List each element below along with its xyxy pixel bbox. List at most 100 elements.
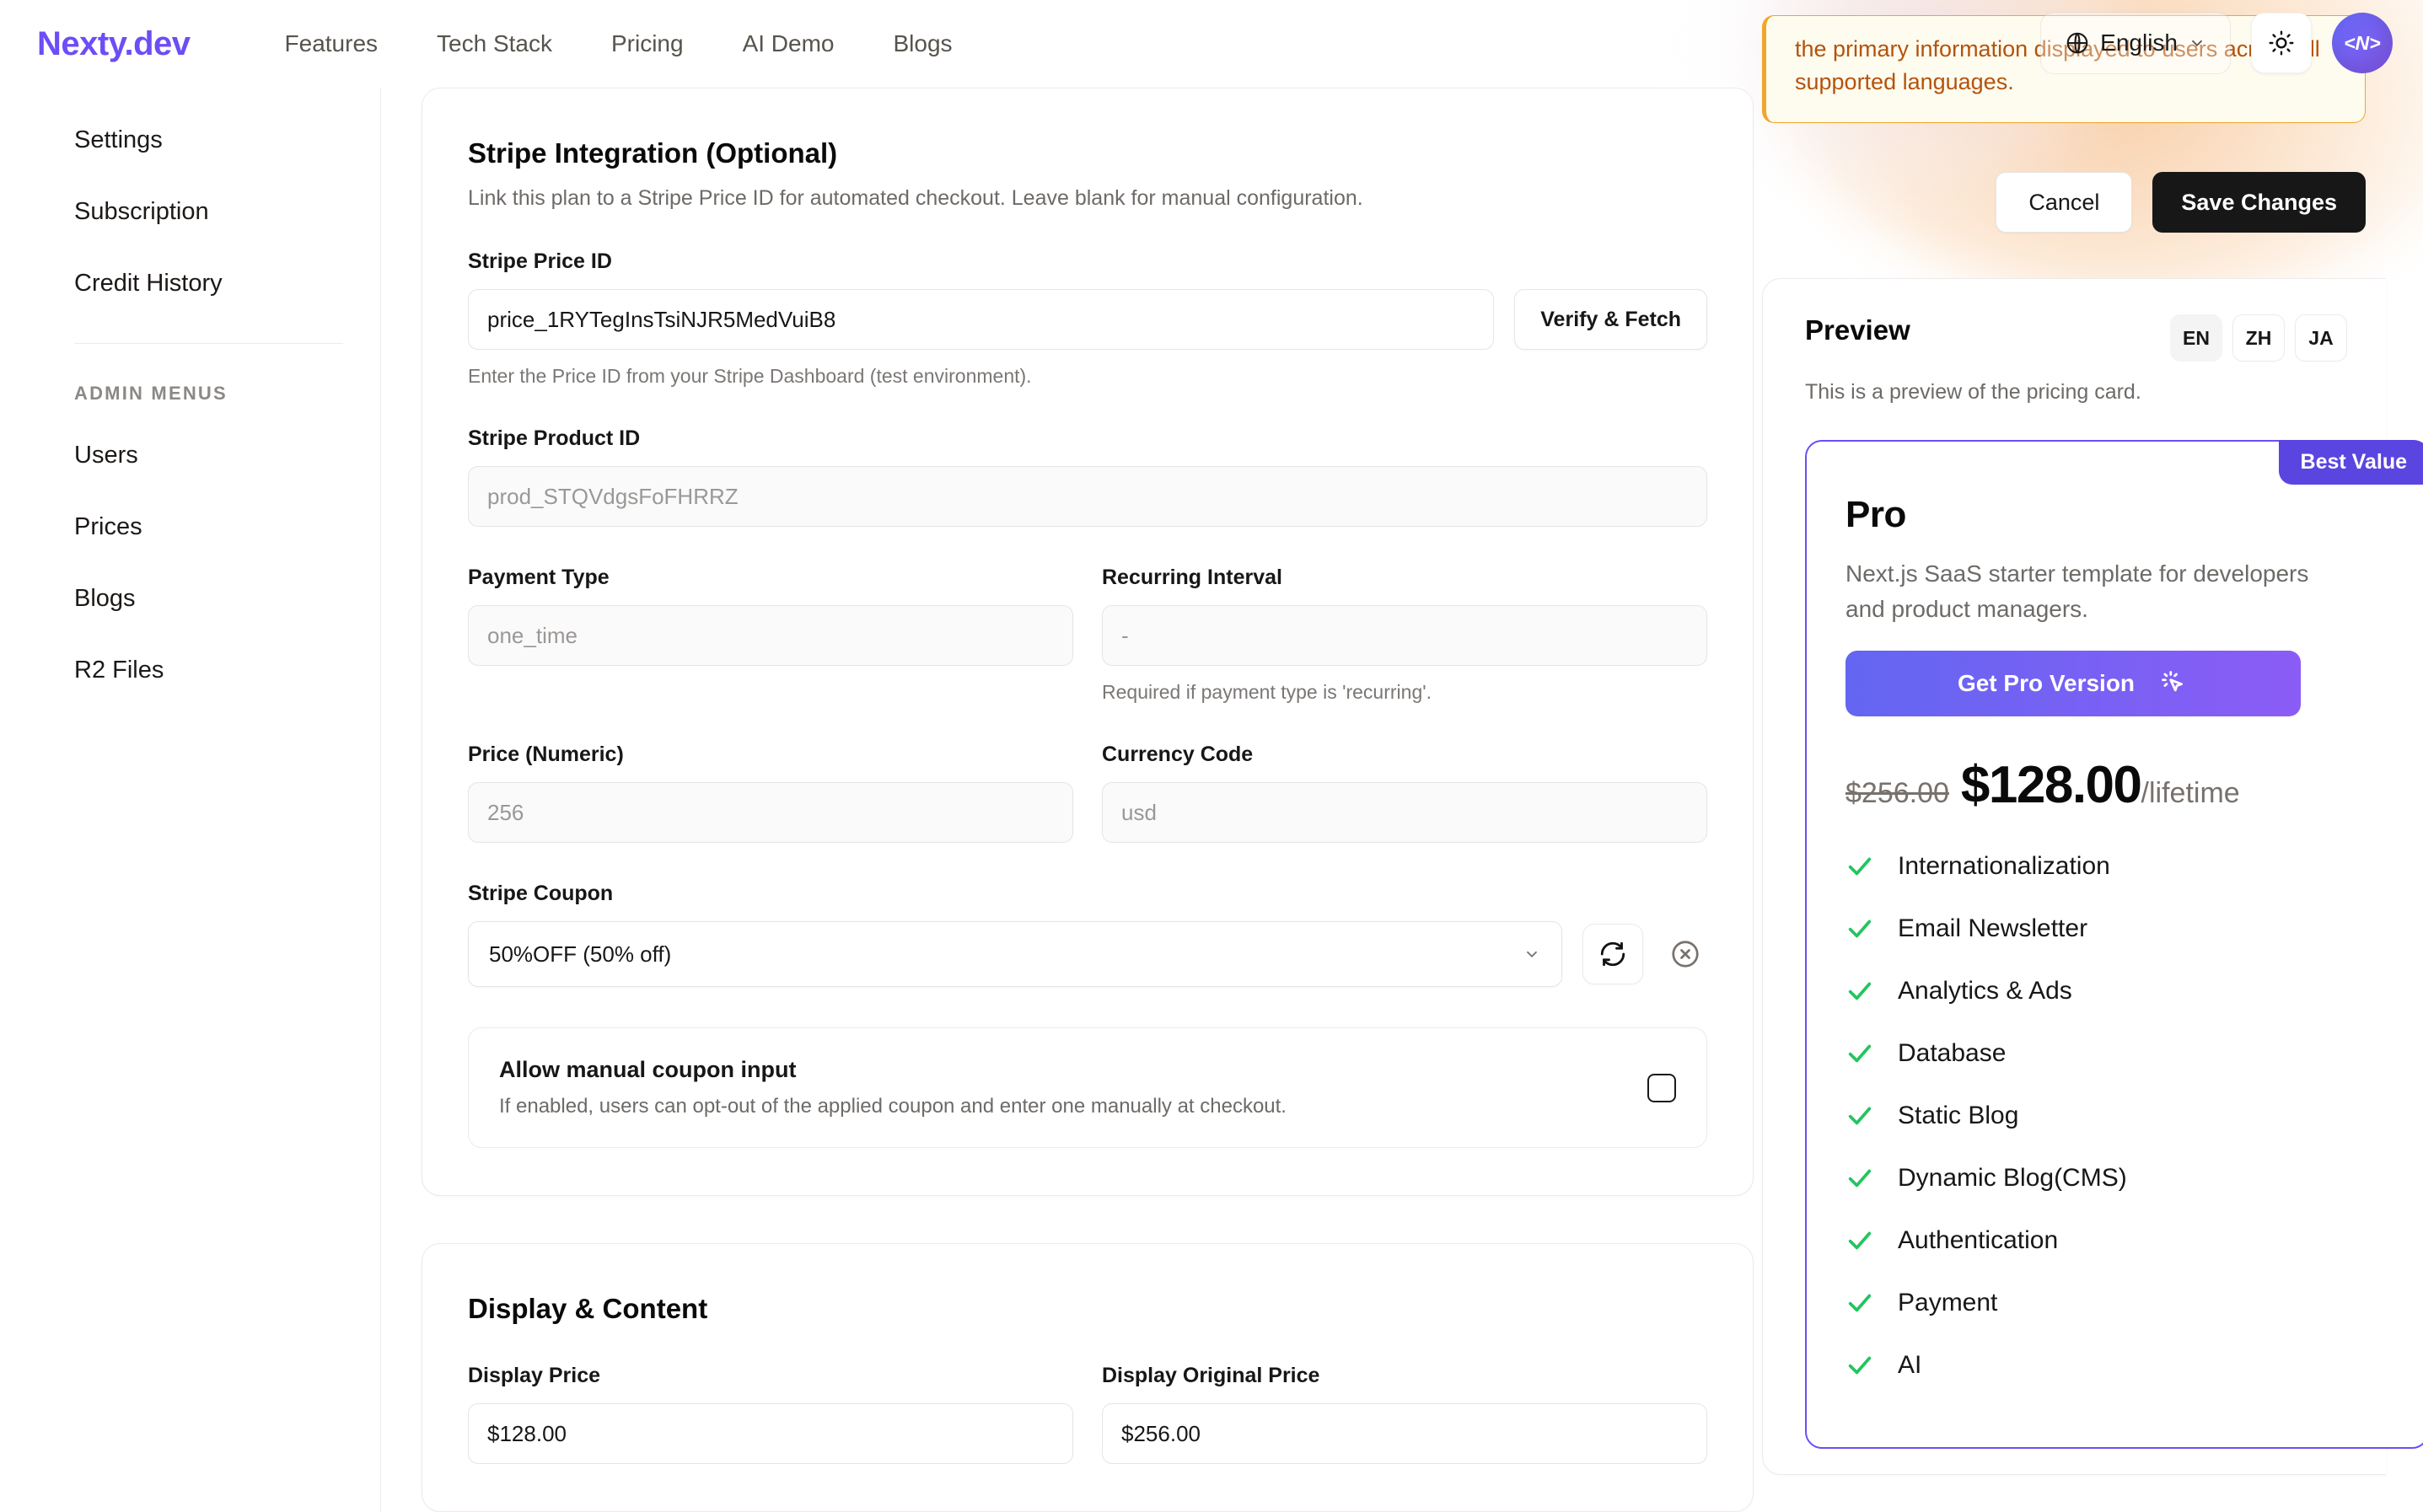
nav-link-ai-demo[interactable]: AI Demo bbox=[742, 30, 835, 56]
product-id-label: Stripe Product ID bbox=[468, 426, 641, 450]
x-circle-icon bbox=[1672, 941, 1699, 968]
feature-label: Payment bbox=[1898, 1289, 1998, 1317]
price-numeric-input[interactable]: 256 bbox=[468, 782, 1073, 843]
clear-coupon-button[interactable] bbox=[1663, 932, 1707, 976]
check-icon bbox=[1848, 1231, 1872, 1250]
price-interval: /lifetime bbox=[2141, 777, 2240, 810]
list-item: Internationalization bbox=[1845, 852, 2388, 881]
feature-label: Analytics & Ads bbox=[1898, 977, 2072, 1005]
list-item: Static Blog bbox=[1845, 1102, 2388, 1130]
sidebar-item-prices[interactable]: Prices bbox=[74, 513, 142, 540]
list-item: Dynamic Blog(CMS) bbox=[1845, 1164, 2388, 1193]
check-icon bbox=[1848, 1107, 1872, 1125]
stripe-integration-card: Stripe Integration (Optional) Link this … bbox=[422, 88, 1754, 1196]
original-price: $256.00 bbox=[1845, 777, 1949, 810]
coupon-selected-value: 50%OFF (50% off) bbox=[489, 941, 672, 967]
sidebar-item-blogs[interactable]: Blogs bbox=[74, 585, 136, 612]
sidebar-item-r2-files[interactable]: R2 Files bbox=[74, 657, 164, 684]
recurring-interval-input[interactable]: - bbox=[1102, 605, 1707, 666]
check-icon bbox=[1848, 1294, 1872, 1312]
stripe-price-id-input[interactable]: price_1RYTegInsTsiNJR5MedVuiB8 bbox=[468, 289, 1495, 350]
sidebar-item-settings[interactable]: Settings bbox=[74, 126, 163, 153]
price-currency-row: Price (Numeric) 256 Currency Code usd bbox=[468, 743, 1707, 843]
display-card-title: Display & Content bbox=[468, 1293, 708, 1324]
best-value-badge: Best Value bbox=[2278, 440, 2423, 485]
stripe-coupon-select[interactable]: 50%OFF (50% off) bbox=[468, 921, 1562, 987]
language-label: English bbox=[2100, 29, 2178, 56]
preview-title: Preview bbox=[1805, 314, 1910, 346]
verify-and-fetch-button[interactable]: Verify & Fetch bbox=[1514, 289, 1707, 350]
refresh-coupons-button[interactable] bbox=[1582, 924, 1643, 984]
manual-coupon-checkbox[interactable] bbox=[1647, 1073, 1676, 1102]
plan-name: Pro bbox=[1845, 494, 1906, 536]
chevron-down-icon bbox=[1526, 951, 1538, 958]
brand-logo[interactable]: Nexty.dev bbox=[37, 24, 191, 62]
sidebar-section-admin-menus: ADMIN MENUS bbox=[74, 383, 228, 404]
nav-link-tech-stack[interactable]: Tech Stack bbox=[437, 30, 552, 56]
list-item: Database bbox=[1845, 1039, 2388, 1068]
nav-link-pricing[interactable]: Pricing bbox=[610, 30, 684, 56]
price-id-hint: Enter the Price ID from your Stripe Dash… bbox=[468, 365, 1032, 387]
cta-label: Get Pro Version bbox=[1957, 670, 2136, 697]
tab-lang-ja[interactable]: JA bbox=[2295, 314, 2347, 362]
currency-code-group: Currency Code usd bbox=[1102, 743, 1707, 843]
current-price: $128.00 bbox=[1960, 756, 2142, 815]
sidebar-item-credit-history[interactable]: Credit History bbox=[74, 270, 223, 297]
stripe-product-id-input[interactable]: prod_STQVdgsFoFHRRZ bbox=[468, 466, 1707, 527]
recurring-interval-hint: Required if payment type is 'recurring'. bbox=[1102, 681, 1432, 703]
preview-header: Preview EN ZH JA bbox=[1805, 314, 2386, 362]
form-actions: Cancel Save Changes bbox=[1762, 172, 2366, 233]
preview-language-tabs: EN ZH JA bbox=[2170, 314, 2347, 362]
stripe-coupon-group: Stripe Coupon 50%OFF (50% off) bbox=[468, 882, 1707, 987]
mouse-pointer-click-icon bbox=[2162, 671, 2183, 692]
price-numeric-group: Price (Numeric) 256 bbox=[468, 743, 1073, 843]
avatar[interactable]: <N> bbox=[2332, 13, 2393, 73]
nav-link-features[interactable]: Features bbox=[284, 30, 379, 56]
sun-icon bbox=[2269, 30, 2294, 56]
tab-lang-zh[interactable]: ZH bbox=[2232, 314, 2285, 362]
sidebar-item-users[interactable]: Users bbox=[74, 442, 138, 469]
manual-coupon-description: If enabled, users can opt-out of the app… bbox=[499, 1095, 1287, 1118]
currency-code-input[interactable]: usd bbox=[1102, 782, 1707, 843]
check-icon bbox=[1848, 1169, 1872, 1188]
payment-type-input[interactable]: one_time bbox=[468, 605, 1073, 666]
get-pro-version-button[interactable]: Get Pro Version bbox=[1845, 651, 2301, 717]
cancel-button[interactable]: Cancel bbox=[1996, 172, 2133, 233]
price-numeric-label: Price (Numeric) bbox=[468, 743, 624, 766]
main-content: Stripe Integration (Optional) Link this … bbox=[422, 88, 1754, 1512]
chevron-down-icon bbox=[2191, 40, 2203, 47]
pricing-card: Best Value Pro Next.js SaaS starter temp… bbox=[1805, 440, 2423, 1450]
list-item: AI bbox=[1845, 1351, 2388, 1380]
coupon-row: 50%OFF (50% off) bbox=[468, 921, 1707, 987]
check-icon bbox=[1848, 982, 1872, 1000]
currency-code-label: Currency Code bbox=[1102, 743, 1254, 766]
sidebar-item-subscription[interactable]: Subscription bbox=[74, 198, 209, 225]
save-changes-button[interactable]: Save Changes bbox=[2152, 172, 2366, 233]
display-price-input[interactable]: $128.00 bbox=[468, 1403, 1073, 1464]
language-selector[interactable]: English bbox=[2040, 12, 2231, 74]
theme-toggle-button[interactable] bbox=[2251, 13, 2312, 73]
nav-link-blogs[interactable]: Blogs bbox=[893, 30, 953, 56]
display-price-label: Display Price bbox=[468, 1364, 601, 1387]
stripe-card-subtitle: Link this plan to a Stripe Price ID for … bbox=[468, 186, 1363, 210]
plan-description: Next.js SaaS starter template for develo… bbox=[1845, 560, 2309, 623]
feature-label: Database bbox=[1898, 1039, 2007, 1068]
manual-coupon-title: Allow manual coupon input bbox=[499, 1057, 797, 1082]
payment-row: Payment Type one_time Recurring Interval… bbox=[468, 566, 1707, 704]
feature-label: Email Newsletter bbox=[1898, 914, 2088, 943]
preview-heading-text: Preview bbox=[1805, 314, 1910, 346]
list-item: Email Newsletter bbox=[1845, 914, 2388, 943]
display-price-group: Display Price $128.00 bbox=[468, 1364, 1073, 1464]
list-item: Payment bbox=[1845, 1289, 2388, 1317]
display-content-card: Display & Content Display Price $128.00 … bbox=[422, 1243, 1754, 1512]
price-id-group: Stripe Price ID price_1RYTegInsTsiNJR5Me… bbox=[468, 249, 1707, 388]
price-id-row: price_1RYTegInsTsiNJR5MedVuiB8 Verify & … bbox=[468, 289, 1707, 350]
preview-subtitle: This is a preview of the pricing card. bbox=[1805, 380, 2141, 405]
manual-coupon-text: Allow manual coupon input If enabled, us… bbox=[499, 1057, 1287, 1118]
globe-icon bbox=[2066, 32, 2088, 54]
tab-lang-en[interactable]: EN bbox=[2170, 314, 2222, 362]
feature-label: Dynamic Blog(CMS) bbox=[1898, 1164, 2127, 1193]
display-original-price-input[interactable]: $256.00 bbox=[1102, 1403, 1707, 1464]
right-panel: the primary information displayed to use… bbox=[1762, 0, 2423, 1476]
